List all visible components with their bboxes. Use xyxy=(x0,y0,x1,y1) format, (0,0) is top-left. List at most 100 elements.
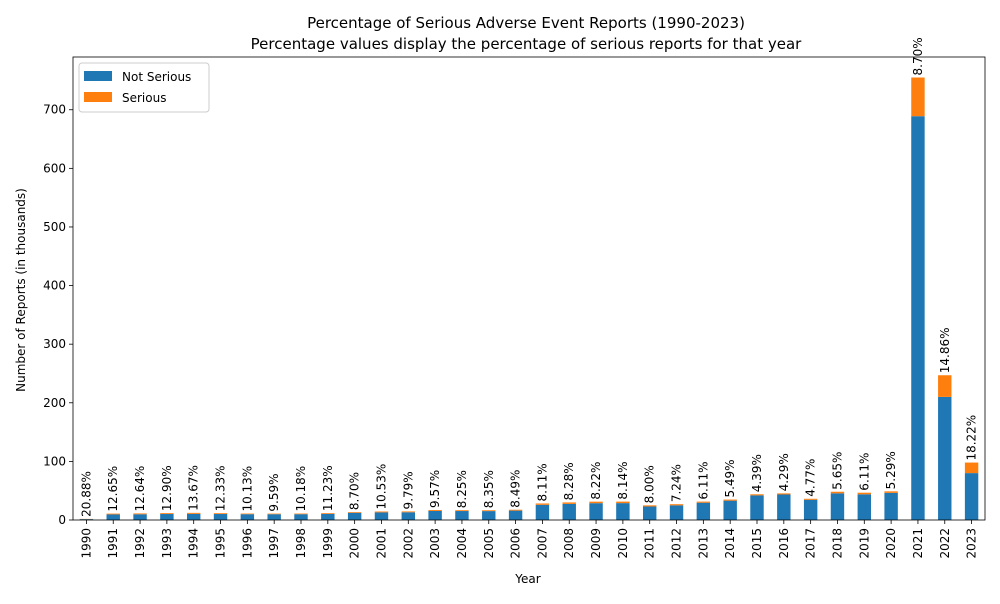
bar-serious-2014 xyxy=(723,500,736,501)
percent-label-2022: 14.86% xyxy=(938,327,952,373)
y-tick-label-400: 400 xyxy=(43,279,66,293)
x-tick-label-2004: 2004 xyxy=(455,528,469,559)
chart-title: Percentage of Serious Adverse Event Repo… xyxy=(307,14,745,32)
bar-serious-1992 xyxy=(133,513,146,514)
bar-not-serious-2001 xyxy=(375,512,388,520)
x-tick-label-2017: 2017 xyxy=(804,528,818,559)
x-tick-label-1990: 1990 xyxy=(79,528,93,559)
percent-label-2006: 8.49% xyxy=(509,470,523,508)
percent-labels-layer: 20.88%12.65%12.64%12.90%13.67%12.33%10.1… xyxy=(79,37,978,517)
bar-serious-2019 xyxy=(858,493,871,495)
bar-not-serious-2021 xyxy=(911,116,924,520)
x-tick-label-1997: 1997 xyxy=(267,528,281,559)
bar-serious-2021 xyxy=(911,78,924,117)
percent-label-2007: 8.11% xyxy=(535,463,549,501)
bar-not-serious-2019 xyxy=(858,494,871,520)
legend: Not Serious Serious xyxy=(79,63,209,112)
bar-not-serious-2005 xyxy=(482,511,495,520)
x-tick-label-1994: 1994 xyxy=(187,528,201,559)
bar-not-serious-1998 xyxy=(294,514,307,520)
bar-not-serious-2015 xyxy=(750,495,763,520)
x-tick-label-2005: 2005 xyxy=(482,528,496,559)
bar-serious-2003 xyxy=(428,510,441,511)
bar-not-serious-2023 xyxy=(965,473,978,520)
bar-serious-2004 xyxy=(455,510,468,511)
bar-not-serious-2022 xyxy=(938,397,951,520)
x-axis-label: Year xyxy=(514,572,540,586)
x-tick-label-1991: 1991 xyxy=(106,528,120,559)
bar-serious-2006 xyxy=(509,510,522,511)
bar-not-serious-1994 xyxy=(187,514,200,520)
x-tick-label-1992: 1992 xyxy=(133,528,147,559)
y-tick-label-200: 200 xyxy=(43,396,66,410)
x-tick-label-2000: 2000 xyxy=(348,528,362,559)
bar-serious-2000 xyxy=(348,512,361,513)
bar-serious-2001 xyxy=(375,512,388,513)
x-tick-label-2021: 2021 xyxy=(911,528,925,559)
legend-swatch-not-serious xyxy=(84,71,112,81)
percent-label-2005: 8.35% xyxy=(482,470,496,508)
x-tick-label-2008: 2008 xyxy=(562,528,576,559)
x-tick-label-2009: 2009 xyxy=(589,528,603,559)
bar-not-serious-2017 xyxy=(804,500,817,520)
bar-not-serious-2009 xyxy=(589,503,602,520)
x-tick-label-1993: 1993 xyxy=(160,528,174,559)
bar-serious-1993 xyxy=(160,513,173,514)
percent-label-2008: 8.28% xyxy=(562,462,576,500)
x-tick-label-1999: 1999 xyxy=(321,528,335,559)
bar-not-serious-2011 xyxy=(643,507,656,520)
percent-label-2017: 4.77% xyxy=(804,459,818,497)
bar-not-serious-1995 xyxy=(214,514,227,520)
percent-label-2011: 8.00% xyxy=(643,465,657,503)
percent-label-2020: 5.29% xyxy=(884,451,898,489)
bar-not-serious-2004 xyxy=(455,511,468,520)
x-tick-label-2018: 2018 xyxy=(830,528,844,559)
percent-label-2019: 6.11% xyxy=(857,453,871,491)
bar-serious-2020 xyxy=(884,491,897,493)
x-tick-label-2002: 2002 xyxy=(401,528,415,559)
bar-not-serious-1996 xyxy=(241,514,254,520)
bar-serious-2016 xyxy=(777,493,790,494)
bar-not-serious-2007 xyxy=(536,505,549,520)
legend-label-serious: Serious xyxy=(122,91,166,105)
bar-not-serious-1992 xyxy=(133,514,146,520)
bar-serious-2013 xyxy=(697,502,710,503)
percent-label-2004: 8.25% xyxy=(455,470,469,508)
y-tick-label-600: 600 xyxy=(43,161,66,175)
bar-not-serious-1997 xyxy=(267,514,280,520)
bar-serious-1998 xyxy=(294,514,307,515)
bar-serious-1999 xyxy=(321,513,334,514)
percent-label-2023: 18.22% xyxy=(965,415,979,461)
legend-label-not-serious: Not Serious xyxy=(122,70,191,84)
x-tick-label-2003: 2003 xyxy=(428,528,442,559)
percent-label-1998: 10.18% xyxy=(294,466,308,512)
x-tick-label-2014: 2014 xyxy=(723,528,737,559)
percent-label-1991: 12.65% xyxy=(106,466,120,512)
bar-serious-2009 xyxy=(589,502,602,504)
percent-label-2002: 9.79% xyxy=(401,471,415,509)
legend-swatch-serious xyxy=(84,92,112,102)
x-tick-label-2010: 2010 xyxy=(616,528,630,559)
percent-label-2003: 9.57% xyxy=(428,470,442,508)
percent-label-2009: 8.22% xyxy=(589,462,603,500)
bar-serious-2018 xyxy=(831,492,844,494)
bar-serious-2012 xyxy=(670,504,683,505)
percent-label-2021: 8.70% xyxy=(911,37,925,75)
x-tick-label-2023: 2023 xyxy=(965,528,979,559)
bar-not-serious-2010 xyxy=(616,503,629,520)
bar-not-serious-2008 xyxy=(563,504,576,520)
bar-serious-1996 xyxy=(241,514,254,515)
y-tick-label-500: 500 xyxy=(43,220,66,234)
percent-label-2010: 8.14% xyxy=(616,461,630,499)
bar-serious-2007 xyxy=(536,503,549,504)
percent-label-1994: 13.67% xyxy=(187,465,201,511)
y-tick-label-700: 700 xyxy=(43,103,66,117)
percent-label-2015: 4.39% xyxy=(750,454,764,492)
percent-label-1995: 12.33% xyxy=(214,465,228,511)
x-tick-label-1995: 1995 xyxy=(214,528,228,559)
percent-label-1992: 12.64% xyxy=(133,466,147,512)
percent-label-1999: 11.23% xyxy=(321,465,335,511)
bar-not-serious-2006 xyxy=(509,511,522,520)
